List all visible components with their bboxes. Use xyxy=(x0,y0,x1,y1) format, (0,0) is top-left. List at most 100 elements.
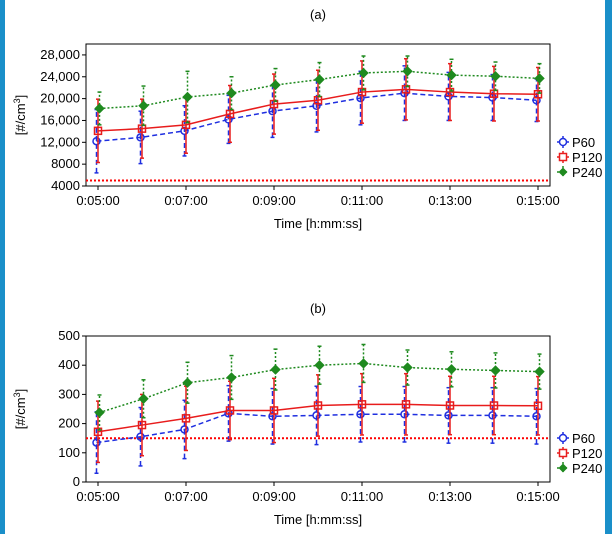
legend-entry-p60: P60 xyxy=(557,135,595,150)
series-line xyxy=(99,362,540,414)
data-point xyxy=(489,401,499,410)
x-tick-label: 0:09:00 xyxy=(252,193,295,208)
data-point xyxy=(94,407,105,418)
data-point xyxy=(312,411,321,420)
data-point xyxy=(94,103,105,114)
legend-marker xyxy=(558,152,568,162)
y-tick-label: 12,000 xyxy=(40,134,80,149)
legend-label: P120 xyxy=(572,446,602,461)
y-tick-label: 28,000 xyxy=(40,47,80,62)
series-line xyxy=(96,412,537,444)
x-tick-label: 0:15:00 xyxy=(516,489,559,504)
series-p60 xyxy=(92,384,541,474)
legend-marker xyxy=(558,167,568,177)
series-line xyxy=(96,92,537,142)
data-point xyxy=(490,365,501,376)
data-point xyxy=(400,410,409,419)
data-point xyxy=(357,400,367,409)
legend-label: P240 xyxy=(572,165,602,180)
data-point xyxy=(180,425,189,434)
series-p120 xyxy=(93,57,543,164)
x-tick-label: 0:07:00 xyxy=(164,193,207,208)
series-line xyxy=(97,403,539,433)
data-point xyxy=(357,87,367,97)
data-point xyxy=(224,115,233,124)
legend-entry-p120: P120 xyxy=(557,150,602,165)
x-tick-label: 0:07:00 xyxy=(164,489,207,504)
legend-marker xyxy=(558,463,568,473)
x-tick-label: 0:11:00 xyxy=(341,193,383,208)
legend-marker xyxy=(558,448,568,458)
x-tick-label: 0:11:00 xyxy=(341,489,383,504)
data-point xyxy=(138,100,149,111)
data-point xyxy=(92,136,101,146)
plot-frame xyxy=(85,43,551,187)
data-point xyxy=(533,401,543,411)
x-axis-label: Time [h:mm:ss] xyxy=(274,216,362,231)
chart-title: (a) xyxy=(310,7,326,22)
plot-frame xyxy=(85,335,551,483)
chart-title: (b) xyxy=(310,301,326,316)
series-p60 xyxy=(92,65,541,174)
data-point xyxy=(225,109,235,119)
data-point xyxy=(182,377,193,388)
data-point xyxy=(356,93,365,103)
data-point xyxy=(314,359,325,371)
series-p240 xyxy=(94,55,545,127)
y-tick-label: 24,000 xyxy=(40,69,80,84)
data-point xyxy=(92,438,101,447)
y-axis-label-end: ] xyxy=(13,389,28,393)
y-axis-label-base: [#/cm xyxy=(13,397,28,429)
data-point xyxy=(534,73,545,84)
y-tick-label: 16,000 xyxy=(40,112,80,127)
legend-label: P240 xyxy=(572,461,602,476)
data-point xyxy=(402,362,413,373)
chart-panel-2: (b) 0 100 200 300 400 500 0:05:00 0:07:00 0:09:00… xyxy=(12,301,602,527)
data-point xyxy=(534,366,545,377)
data-point xyxy=(182,91,193,103)
data-point xyxy=(269,406,279,415)
data-point xyxy=(270,364,281,375)
figure: (a) 4000 8000 12,000 16,000 20,000 24,000 28,00… xyxy=(5,0,605,534)
data-point xyxy=(226,87,237,99)
y-tick-label: 20,000 xyxy=(40,91,80,106)
data-point xyxy=(402,66,413,77)
data-point xyxy=(532,96,541,105)
legend-entry-p240: P240 xyxy=(557,165,602,180)
data-point xyxy=(401,400,411,409)
y-axis-label: [#/cm3] xyxy=(12,95,28,135)
y-axis-label-base: [#/cm xyxy=(13,103,28,135)
data-point xyxy=(269,99,279,109)
data-point xyxy=(446,69,457,81)
y-axis-label: [#/cm3] xyxy=(12,389,28,429)
y-tick-label: 500 xyxy=(58,328,80,343)
chart-panel-1: (a) 4000 8000 12,000 16,000 20,000 24,000 28,00… xyxy=(12,7,602,231)
data-point xyxy=(446,364,457,375)
series-p120 xyxy=(93,372,543,464)
data-point xyxy=(93,427,103,437)
data-point xyxy=(488,411,497,420)
legend-entry-p240: P240 xyxy=(557,461,602,476)
legend-label: P120 xyxy=(572,150,602,165)
data-point xyxy=(136,432,145,441)
legend-entry-p120: P120 xyxy=(557,446,602,461)
data-point xyxy=(358,67,369,79)
data-point xyxy=(533,89,543,99)
data-point xyxy=(444,411,453,420)
series-p240 xyxy=(94,343,545,431)
series-line xyxy=(99,70,540,110)
data-point xyxy=(138,393,149,404)
y-tick-label: 8000 xyxy=(51,156,80,171)
y-axis-label-sup: 3 xyxy=(12,98,22,103)
data-point xyxy=(314,74,325,85)
data-point xyxy=(180,126,189,136)
data-point xyxy=(181,120,191,130)
y-tick-label: 400 xyxy=(58,357,80,372)
x-tick-label: 0:13:00 xyxy=(428,489,471,504)
data-point xyxy=(181,414,191,423)
data-point xyxy=(313,401,323,410)
data-point xyxy=(225,406,235,415)
data-point xyxy=(312,101,321,110)
